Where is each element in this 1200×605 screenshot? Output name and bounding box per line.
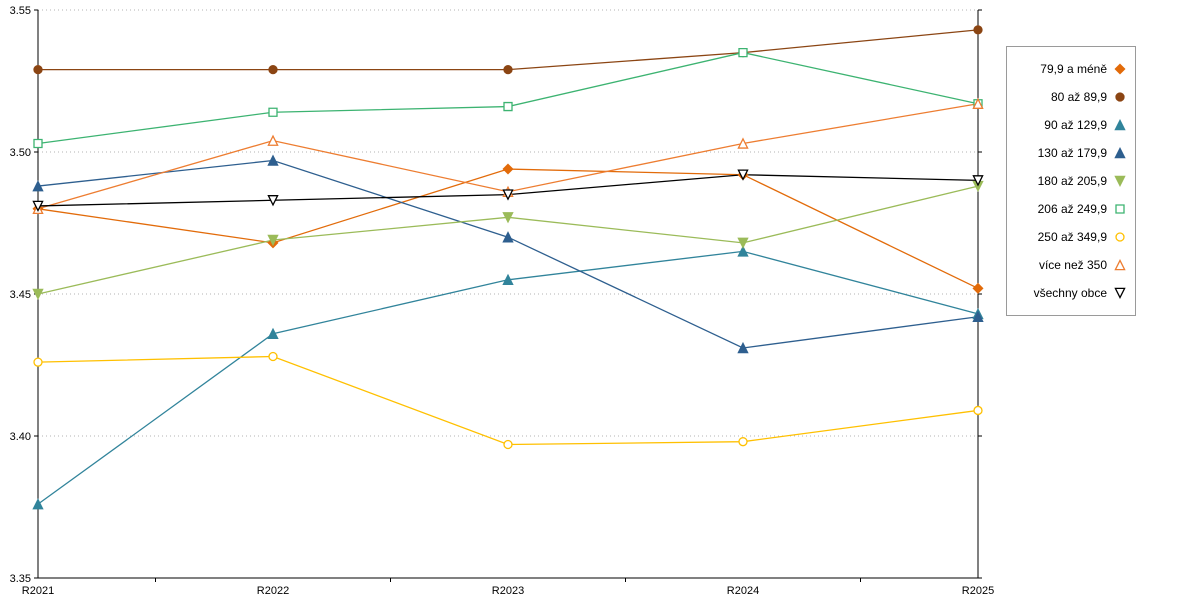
data-point-circle [1115, 232, 1125, 242]
data-point-triangle-up [1114, 118, 1126, 131]
series-line [37, 355, 979, 446]
circle-marker-icon [1115, 92, 1125, 102]
data-point-triangle-down [1114, 175, 1126, 188]
diamond-marker-icon [1114, 63, 1126, 75]
data-point-triangle-up [267, 327, 279, 340]
x-tick-label: R2023 [492, 585, 524, 597]
data-point-triangle-up [737, 245, 749, 257]
data-point-triangle-down [737, 237, 749, 249]
y-tick-label: 3.35 [10, 573, 31, 585]
x-tick-label: R2025 [962, 585, 994, 597]
legend-item: 79,9 a méně [1015, 55, 1127, 83]
data-point-circle [503, 64, 513, 75]
data-point-diamond [1114, 63, 1126, 75]
series-line [38, 29, 979, 71]
data-point-circle [268, 64, 278, 75]
legend-label: 79,9 a méně [1040, 62, 1107, 76]
legend-item: více než 350 [1015, 251, 1127, 279]
legend-label: všechny obce [1033, 286, 1107, 300]
data-point-triangle-down [972, 175, 984, 187]
data-point-circle [738, 437, 748, 447]
series-line [37, 250, 979, 505]
legend-item: 206 až 249,9 [1015, 195, 1127, 223]
data-point-triangle-up [972, 97, 984, 109]
legend-item: všechny obce [1015, 279, 1127, 307]
legend-label: více než 350 [1038, 258, 1107, 272]
x-tick-label: R2024 [727, 585, 759, 597]
data-point-square [268, 107, 278, 117]
legend-item: 130 až 179,9 [1015, 139, 1127, 167]
triangle-down-marker-icon [1114, 175, 1126, 188]
y-tick-label: 3.45 [10, 289, 31, 301]
legend-label: 206 až 249,9 [1037, 202, 1107, 216]
triangle-up-marker-icon [1114, 118, 1126, 131]
data-point-square [33, 138, 43, 149]
legend-label: 180 až 205,9 [1037, 174, 1107, 188]
legend-label: 250 až 349,9 [1037, 230, 1107, 244]
y-tick-label: 3.55 [10, 5, 31, 17]
legend-label: 90 až 129,9 [1044, 118, 1107, 132]
data-point-triangle-down [737, 169, 749, 181]
data-point-triangle-down [502, 212, 514, 224]
data-point-circle [973, 25, 983, 35]
legend-label: 80 až 89,9 [1050, 90, 1107, 104]
data-point-triangle-up [1114, 258, 1126, 271]
triangle-up-marker-icon [1114, 258, 1126, 271]
data-point-triangle-up [502, 273, 514, 286]
legend-item: 250 až 349,9 [1015, 223, 1127, 251]
data-point-triangle-down [32, 200, 44, 213]
legend-item: 180 až 205,9 [1015, 167, 1127, 195]
legend-item: 80 až 89,9 [1015, 83, 1127, 111]
legend-item: 90 až 129,9 [1015, 111, 1127, 139]
data-point-square [503, 101, 513, 112]
data-point-triangle-up [1114, 146, 1126, 159]
data-point-circle [503, 439, 513, 450]
circle-marker-icon [1115, 232, 1125, 242]
data-point-triangle-down [1114, 287, 1126, 300]
x-tick-label: R2021 [22, 585, 54, 597]
data-point-diamond [502, 163, 514, 175]
data-point-circle [973, 405, 983, 416]
data-point-triangle-up [32, 498, 44, 510]
data-point-triangle-up [267, 134, 279, 146]
data-point-square [738, 47, 748, 58]
data-point-circle [1115, 92, 1125, 102]
legend: 79,9 a méně 80 až 89,9 90 až 129,9 130 až 1… [1006, 46, 1136, 316]
data-point-triangle-down [267, 195, 279, 207]
data-point-triangle-down [32, 288, 44, 301]
data-point-triangle-up [267, 154, 279, 166]
data-point-circle [268, 351, 278, 362]
data-point-circle [33, 357, 43, 367]
y-tick-label: 3.40 [10, 431, 31, 443]
y-tick-label: 3.50 [10, 147, 31, 159]
data-point-triangle-down [267, 234, 279, 247]
data-point-square [1115, 204, 1125, 214]
data-point-diamond [972, 282, 984, 294]
data-point-circle [33, 64, 43, 75]
triangle-down-marker-icon [1114, 287, 1126, 300]
triangle-up-marker-icon [1114, 146, 1126, 159]
data-point-triangle-up [502, 231, 514, 243]
legend-label: 130 až 179,9 [1037, 146, 1107, 160]
square-marker-icon [1115, 204, 1125, 214]
data-point-triangle-up [737, 341, 749, 354]
data-point-triangle-down [502, 189, 514, 201]
data-point-triangle-up [32, 180, 44, 192]
data-point-triangle-up [737, 137, 749, 149]
data-point-triangle-up [972, 310, 984, 322]
x-tick-label: R2022 [257, 585, 289, 597]
